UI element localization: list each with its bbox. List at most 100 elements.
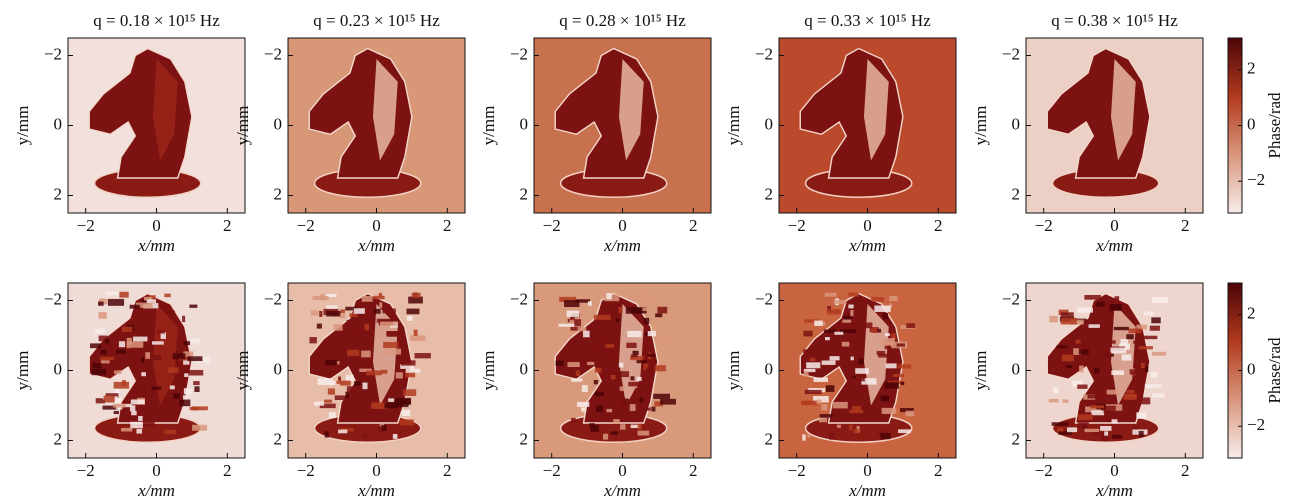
texture [193,381,200,386]
x-axis-label: x/mm [137,236,175,255]
texture [1112,340,1116,344]
y-tick-label: 0 [765,359,774,378]
texture [359,368,372,372]
texture [1128,328,1142,334]
texture [1151,317,1161,324]
texture [590,425,599,432]
texture [400,360,416,366]
texture [1076,307,1093,313]
texture [891,333,896,340]
texture [1136,324,1147,330]
texture [802,434,806,441]
texture [92,363,102,369]
texture [1138,346,1153,350]
texture [630,376,635,381]
y-axis-label: y/mm [971,106,990,146]
panel-title: q = 0.38 × 10¹⁵ Hz [1051,11,1178,30]
texture [593,314,611,320]
texture [654,365,666,372]
texture [816,399,822,404]
texture [1106,389,1119,395]
texture [628,381,641,387]
x-tick-label: 2 [443,216,452,235]
texture [858,358,864,365]
texture [407,315,413,321]
texture [133,336,148,342]
texture [643,363,649,371]
texture [350,327,358,335]
texture [319,403,336,409]
texture [1141,363,1145,369]
texture [575,384,582,389]
y-axis-label: y/mm [233,351,252,391]
texture [1120,338,1129,346]
texture [878,353,893,358]
texture [153,354,162,360]
texture [410,335,426,341]
texture [98,301,104,306]
texture [376,318,394,323]
texture [647,331,657,337]
texture [833,300,847,304]
colorbar-label: Phase/rad [1265,337,1284,404]
texture [191,406,208,411]
texture [110,367,118,371]
texture [848,292,859,297]
texture [885,363,897,369]
y-axis-label: y/mm [971,351,990,391]
texture [559,296,576,302]
object-highlight [1110,59,1136,161]
texture [889,295,898,302]
colorbar-label: Phase/rad [1265,92,1284,159]
texture [317,378,333,386]
texture [1075,339,1081,344]
texture [627,330,642,338]
texture [148,373,154,378]
texture [183,351,194,358]
texture [404,371,416,378]
texture [113,381,130,389]
texture [639,397,644,403]
texture [401,409,411,417]
texture [599,336,612,342]
texture [141,299,149,305]
texture [385,348,402,355]
texture [637,430,650,436]
texture [619,386,625,391]
texture [1093,431,1111,436]
texture [641,299,655,304]
x-tick-label: 0 [618,216,627,235]
panel-title: q = 0.23 × 10¹⁵ Hz [313,11,440,30]
texture [610,375,616,380]
colorbar-tick-label: 2 [1247,304,1256,323]
y-tick-label: −2 [264,289,282,308]
x-axis-label: x/mm [357,481,395,500]
x-tick-label: 2 [443,461,452,480]
texture [345,391,349,399]
texture [378,292,382,297]
texture [874,305,891,312]
texture [373,295,385,300]
x-tick-label: −2 [1035,216,1053,235]
texture [98,335,108,342]
texture [848,377,865,382]
texture [843,315,853,320]
y-tick-label: 0 [520,114,529,133]
texture [1136,412,1147,419]
texture [876,350,886,356]
texture [354,381,361,386]
texture [340,380,351,386]
heatmap-image [1026,283,1203,458]
texture [593,379,598,385]
texture [388,398,395,402]
texture [130,421,143,429]
texture [636,376,642,381]
texture [1060,317,1077,325]
texture [620,424,626,430]
texture [194,386,200,393]
texture [1143,311,1154,316]
texture [646,367,657,372]
texture [328,412,336,419]
texture [884,343,895,350]
texture [813,377,828,383]
